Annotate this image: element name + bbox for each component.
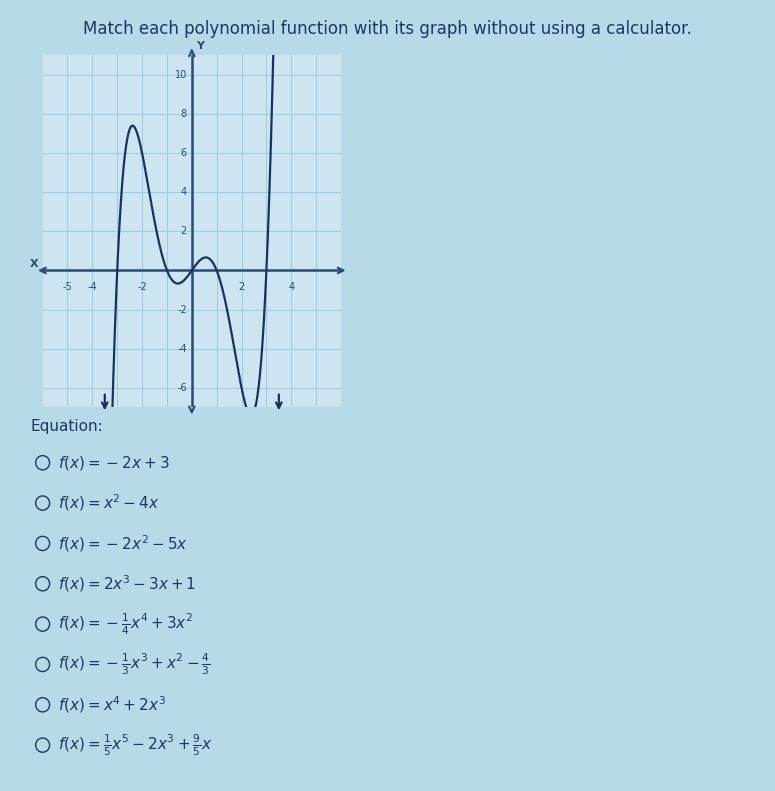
Text: $f(x) = 2x^3 - 3x + 1$: $f(x) = 2x^3 - 3x + 1$	[58, 573, 196, 594]
Text: 6: 6	[181, 148, 187, 158]
Text: 8: 8	[181, 109, 187, 119]
Text: Match each polynomial function with its graph without using a calculator.: Match each polynomial function with its …	[83, 20, 692, 38]
Text: $f(x) = -\frac{1}{4}x^4 + 3x^2$: $f(x) = -\frac{1}{4}x^4 + 3x^2$	[58, 611, 194, 637]
Text: -4: -4	[88, 282, 97, 292]
Text: Y: Y	[196, 41, 205, 51]
Text: -2: -2	[137, 282, 147, 292]
Text: X: X	[30, 259, 39, 269]
Text: 4: 4	[181, 187, 187, 197]
Text: 10: 10	[174, 70, 187, 80]
Text: Equation:: Equation:	[31, 419, 104, 434]
Text: -2: -2	[177, 305, 187, 315]
Text: -6: -6	[177, 383, 187, 393]
Text: -5: -5	[63, 282, 72, 292]
Text: $f(x) = -2x^2 - 5x$: $f(x) = -2x^2 - 5x$	[58, 533, 188, 554]
Text: -4: -4	[177, 344, 187, 354]
Text: 4: 4	[288, 282, 294, 292]
Text: 2: 2	[239, 282, 245, 292]
Text: $f(x) = x^2 - 4x$: $f(x) = x^2 - 4x$	[58, 493, 160, 513]
Text: $f(x) = -\frac{1}{3}x^3 + x^2 - \frac{4}{3}$: $f(x) = -\frac{1}{3}x^3 + x^2 - \frac{4}…	[58, 652, 211, 677]
Text: $f(x) = x^4 + 2x^3$: $f(x) = x^4 + 2x^3$	[58, 694, 166, 715]
Text: $f(x) = \frac{1}{5}x^5 - 2x^3 + \frac{9}{5}x$: $f(x) = \frac{1}{5}x^5 - 2x^3 + \frac{9}…	[58, 732, 213, 758]
Text: $f(x) = -2x + 3$: $f(x) = -2x + 3$	[58, 454, 170, 471]
Text: 2: 2	[181, 226, 187, 237]
